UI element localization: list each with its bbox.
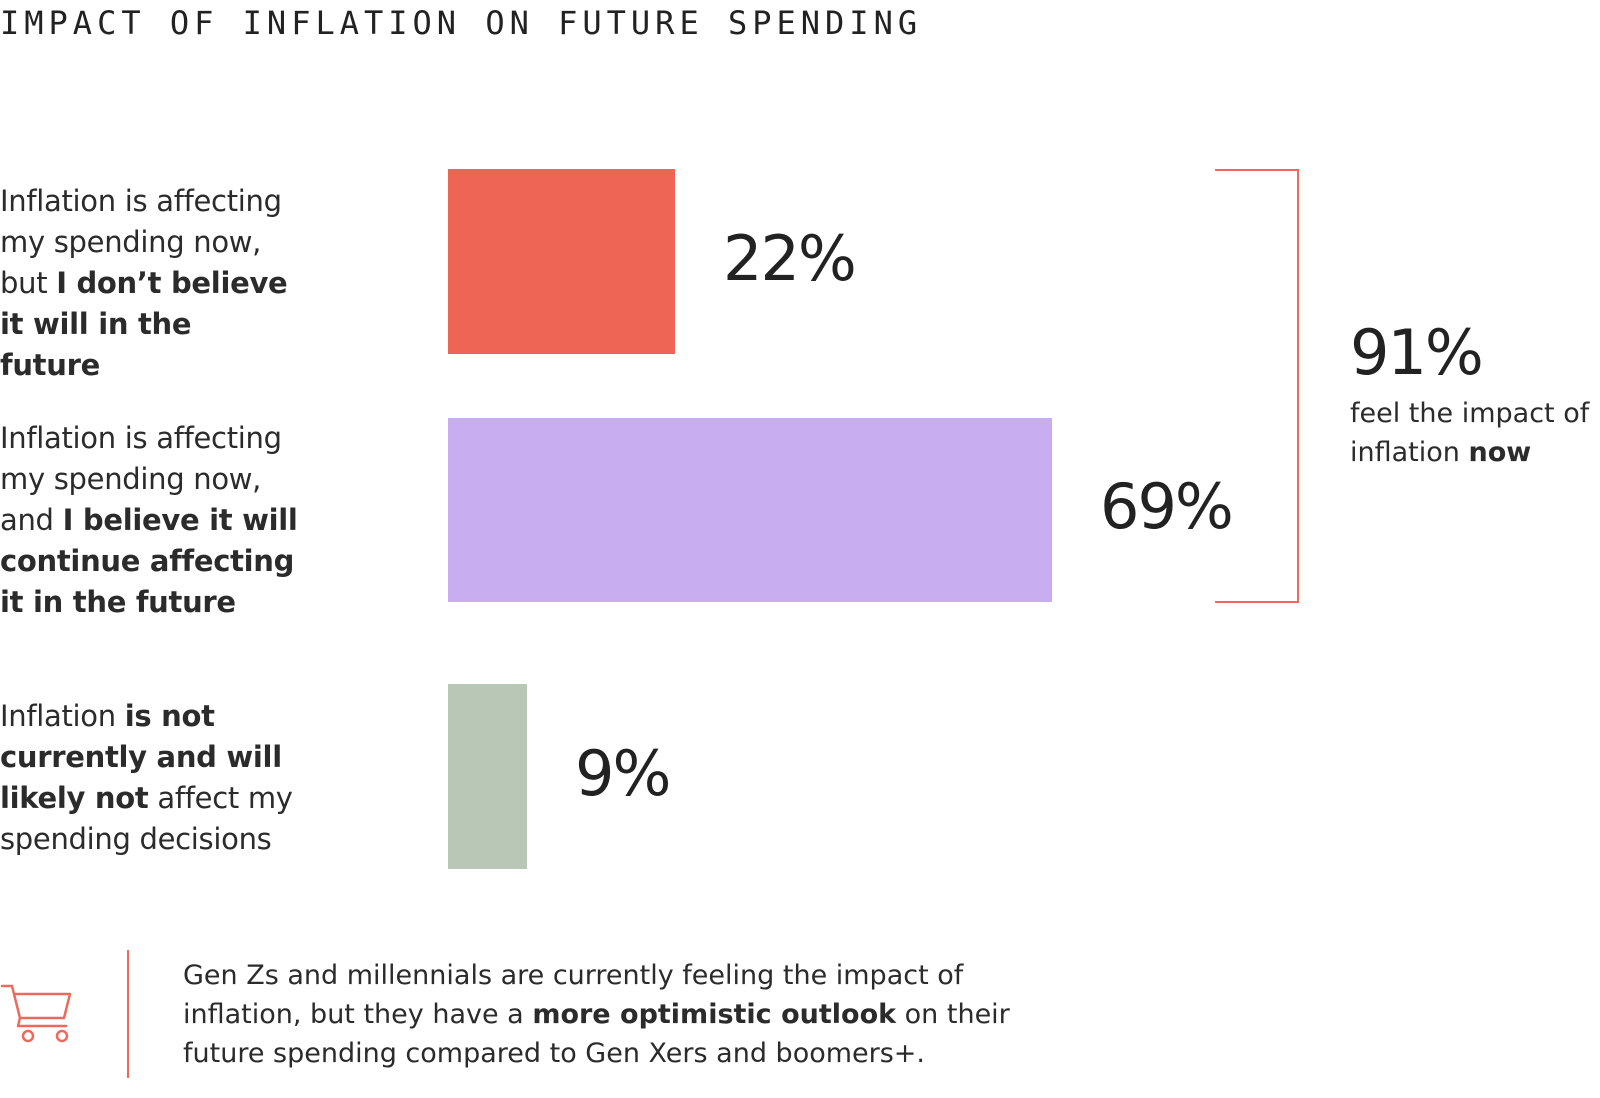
text-segment: affect my spending decisions: [0, 781, 293, 856]
category-label: Inflation is not currently and will like…: [0, 696, 345, 860]
total-bracket: [1215, 169, 1299, 603]
text-segment: Inflation: [0, 699, 125, 733]
text-segment: Inflation is affecting my spending now, …: [0, 421, 282, 537]
text-segment: feel the impact of inflation: [1350, 398, 1590, 468]
bar: [448, 684, 527, 869]
footer-divider: [127, 950, 129, 1078]
total-caption: feel the impact of inflation now: [1350, 394, 1590, 472]
bar-value-label: 69%: [1100, 470, 1234, 543]
emphasis-text: is not currently and will likely not: [0, 699, 282, 815]
emphasis-text: I believe it will continue affecting it …: [0, 503, 298, 619]
chart-title: IMPACT OF INFLATION ON FUTURE SPENDING: [0, 4, 923, 42]
text-segment: on their future spending compared to Gen…: [183, 999, 1010, 1069]
bar-value-label: 9%: [575, 736, 671, 810]
category-label: Inflation is affecting my spending now, …: [0, 181, 300, 386]
emphasis-text: more optimistic outlook: [532, 999, 897, 1030]
category-label: Inflation is affecting my spending now, …: [0, 418, 300, 623]
bar: [448, 418, 1052, 602]
text-segment: Inflation is affecting my spending now, …: [0, 184, 282, 300]
bar: [448, 169, 675, 354]
total-value: 91%: [1350, 316, 1484, 389]
emphasis-text: now: [1468, 437, 1532, 468]
emphasis-text: I don’t believe it will in the future: [0, 266, 288, 382]
shopping-cart-icon: [0, 978, 76, 1050]
text-segment: Gen Zs and millennials are currently fee…: [183, 960, 964, 1030]
bar-value-label: 22%: [723, 221, 857, 295]
footer-note: Gen Zs and millennials are currently fee…: [183, 956, 1083, 1073]
